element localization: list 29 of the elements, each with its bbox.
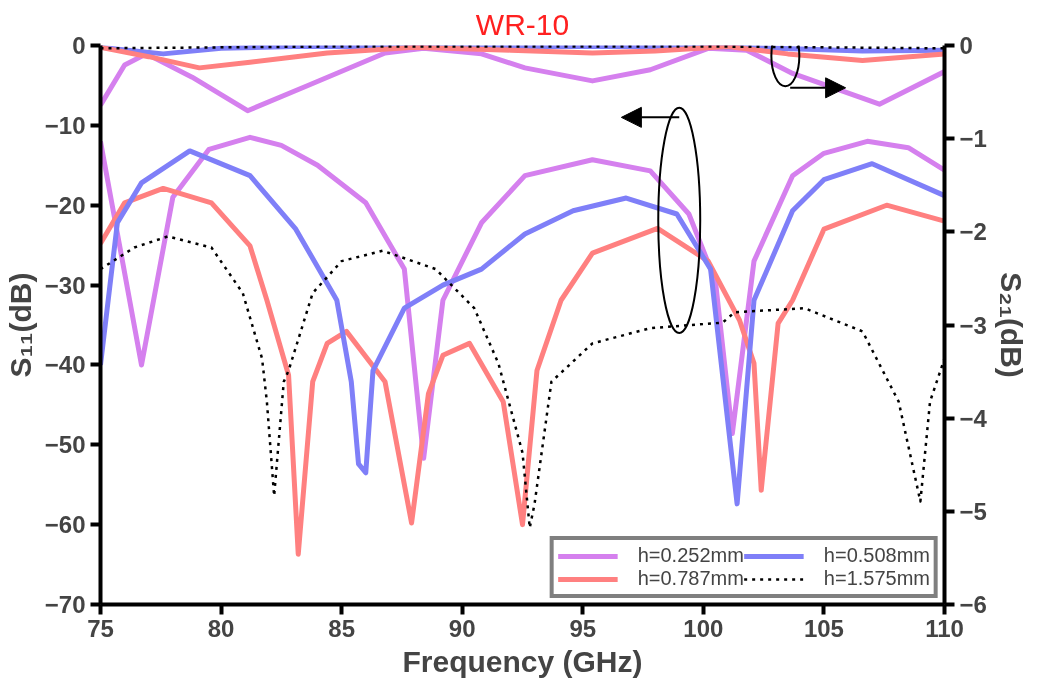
legend-label: h=0.508mm [823,544,930,567]
x-tick-label: 95 [569,614,597,642]
x-tick-label: 90 [448,614,476,642]
y2-tick-label: −5 [959,497,987,525]
x-tick-label: 75 [87,614,114,642]
legend-label: h=0.787mm [637,567,744,590]
y-tick-label: −70 [44,591,86,618]
x-tick-label: 105 [803,614,844,642]
x-tick-label: 80 [207,614,235,642]
x-axis-title: Frequency (GHz) [402,644,643,678]
y-tick-label: −60 [44,511,86,539]
y2-tick-label: −4 [959,404,988,432]
x-tick-label: 85 [328,614,355,642]
y-tick-label: −40 [44,351,86,379]
y-tick-label: 0 [72,32,86,59]
legend-label: h=1.575mm [823,567,930,590]
y2-tick-label: 0 [959,32,973,59]
y-tick-label: −20 [44,191,86,219]
chart-title: WR-10 [475,7,570,41]
y-tick-label: −30 [44,271,86,299]
y-axis-title: S₁₁(dB) [3,272,37,378]
legend-label: h=0.252mm [637,544,744,567]
y2-axis-title: S₂₁(dB) [994,272,1028,378]
x-tick-label: 100 [683,614,724,642]
y2-tick-label: −2 [959,218,987,246]
y-tick-label: −50 [44,431,86,459]
y2-tick-label: −3 [959,311,987,339]
y-tick-label: −10 [44,111,86,139]
y2-tick-label: −1 [959,125,987,153]
